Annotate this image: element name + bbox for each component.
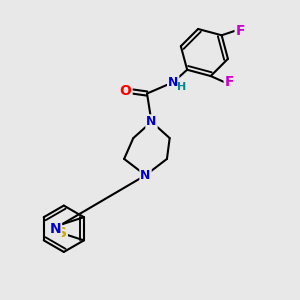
Text: N: N — [50, 222, 61, 236]
Text: N: N — [146, 115, 157, 128]
Text: H: H — [177, 82, 186, 92]
Text: F: F — [236, 24, 245, 38]
Text: N: N — [140, 169, 151, 182]
Text: S: S — [57, 226, 67, 240]
Text: O: O — [120, 84, 132, 98]
Text: N: N — [168, 76, 178, 89]
Text: F: F — [225, 75, 234, 89]
